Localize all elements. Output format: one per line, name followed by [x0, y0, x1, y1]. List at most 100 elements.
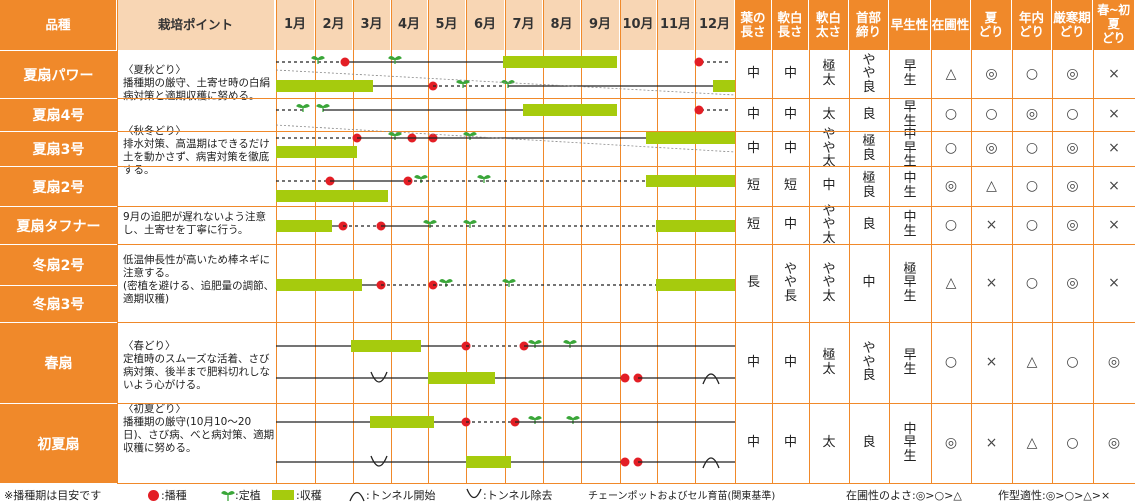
variety-name: 夏扇2号	[0, 166, 117, 206]
legend-planting-label: :定植	[235, 489, 261, 502]
attribute-cell: △	[945, 274, 957, 291]
header-month: 6月	[466, 0, 505, 50]
attribute-cell: 中	[783, 106, 797, 122]
planting-icon	[566, 416, 580, 424]
attribute-cell: ○	[944, 106, 958, 123]
grid-line	[117, 0, 118, 483]
harvest-bar	[503, 56, 617, 68]
sowing-dot	[694, 105, 704, 115]
header-attribute: 春~初夏 どり	[1093, 0, 1135, 50]
planting-icon	[439, 279, 453, 287]
attribute-cell: ×	[1108, 140, 1120, 157]
cultivation-point: 9月の追肥が遅れないよう注意し、土寄せを丁寧に行う。	[123, 211, 266, 237]
grid-line	[428, 0, 429, 483]
variety-name: 初夏扇	[0, 403, 117, 483]
attribute-cell: 良	[862, 106, 876, 122]
header-month: 9月	[581, 0, 620, 50]
grid-line	[391, 0, 392, 483]
grid-line	[117, 131, 1135, 132]
header-attribute: 夏 どり	[971, 0, 1012, 50]
variety-name: 夏扇タフナー	[0, 206, 117, 244]
grid-line	[117, 166, 1135, 167]
legend-harvest-label: :収穫	[296, 489, 322, 502]
attribute-cell: 中	[746, 106, 760, 122]
attribute-cell: 極 早 生	[903, 261, 917, 304]
header-month: 3月	[353, 0, 391, 50]
grid-line	[117, 322, 1135, 323]
harvest-bar	[523, 104, 617, 116]
planting-icon	[563, 340, 577, 348]
grid-line	[772, 0, 773, 483]
attribute-cell: 中	[746, 435, 760, 451]
sprout-icon	[221, 491, 235, 501]
attribute-cell: 極 太	[822, 59, 836, 88]
attribute-cell: ◎	[1107, 354, 1121, 371]
attribute-cell: 早 生	[903, 59, 917, 88]
harvest-bar	[276, 220, 332, 232]
grid-line	[117, 403, 1135, 404]
planting-icon	[316, 104, 330, 112]
attribute-cell: ○	[1066, 106, 1079, 123]
attribute-cell: ×	[1108, 274, 1120, 291]
attribute-cell: 中	[783, 140, 797, 156]
attribute-cell: 中	[783, 354, 797, 370]
sowing-dot	[620, 373, 630, 383]
attribute-cell: 中 早 生	[903, 421, 917, 464]
planting-icon	[296, 104, 310, 112]
attribute-cell: 短	[746, 178, 760, 194]
grid-line	[315, 0, 316, 483]
legend-tunnel-start-label: :トンネル開始	[366, 489, 436, 502]
cultivation-point: 〈初夏どり〉 播種期の厳守(10月10～20日)、さび病、べと病対策、適期収穫に…	[123, 403, 275, 455]
grid-line	[657, 0, 658, 483]
grid-line	[971, 0, 972, 483]
grid-line	[466, 0, 467, 483]
attribute-cell: 中	[783, 66, 797, 82]
planting-icon	[477, 175, 491, 183]
header-attribute: 葉の 長さ	[735, 0, 772, 50]
grid-line	[889, 0, 890, 483]
attribute-cell: ◎	[1066, 216, 1079, 233]
header-month: 11月	[657, 0, 695, 50]
harvest-bar	[646, 175, 735, 187]
header-attribute: 早生性	[889, 0, 931, 50]
harvest-bar	[276, 146, 357, 158]
attribute-cell: ×	[985, 216, 998, 233]
attribute-cell: 極 良	[862, 133, 876, 163]
harvest-bar	[370, 416, 434, 428]
sowing-dot	[694, 57, 704, 67]
attribute-cell: 中	[783, 435, 797, 451]
grid-line	[1052, 0, 1053, 483]
legend-planting: :定植	[221, 487, 261, 503]
attribute-cell: 極 太	[822, 347, 836, 377]
header-variety: 品種	[0, 0, 117, 50]
legend-tunnel-start: :トンネル開始	[348, 487, 436, 503]
attribute-cell: 中	[746, 66, 760, 82]
cultivation-point: 低温伸長性が高いため棒ネギに注意する。 (密植を避ける、追肥量の調節、適期収穫)	[123, 254, 275, 306]
harvest-bar-icon	[272, 490, 294, 500]
grid-line	[353, 0, 354, 483]
grid-line	[581, 0, 582, 483]
tunnel-start-icon	[349, 491, 365, 502]
attribute-cell: △	[1026, 434, 1038, 451]
grid-line	[849, 0, 850, 483]
tunnel-start-mark	[702, 457, 720, 469]
attribute-cell: 太	[822, 106, 836, 122]
harvest-bar	[656, 279, 735, 291]
cultivation-point: 〈夏秋どり〉 播種期の厳守、土寄せ時の白絹病対策と適期収穫に努める。	[123, 64, 270, 103]
harvest-bar	[466, 456, 511, 468]
planting-icon	[414, 175, 428, 183]
harvest-bar	[428, 372, 495, 384]
attribute-cell: 中	[746, 354, 760, 370]
attribute-cell: ○	[944, 354, 958, 371]
header-attribute: 軟白 太さ	[809, 0, 849, 50]
attribute-cell: ×	[1108, 216, 1120, 233]
attribute-cell: ◎	[1066, 177, 1079, 194]
attribute-cell: ◎	[1066, 65, 1079, 82]
attribute-cell: 極 良	[862, 171, 876, 200]
footer-note: ※播種期は目安です	[4, 489, 102, 502]
header-month: 5月	[428, 0, 466, 50]
attribute-cell: 中	[783, 217, 797, 233]
header-month: 4月	[391, 0, 428, 50]
header-attribute: 年内 どり	[1012, 0, 1052, 50]
